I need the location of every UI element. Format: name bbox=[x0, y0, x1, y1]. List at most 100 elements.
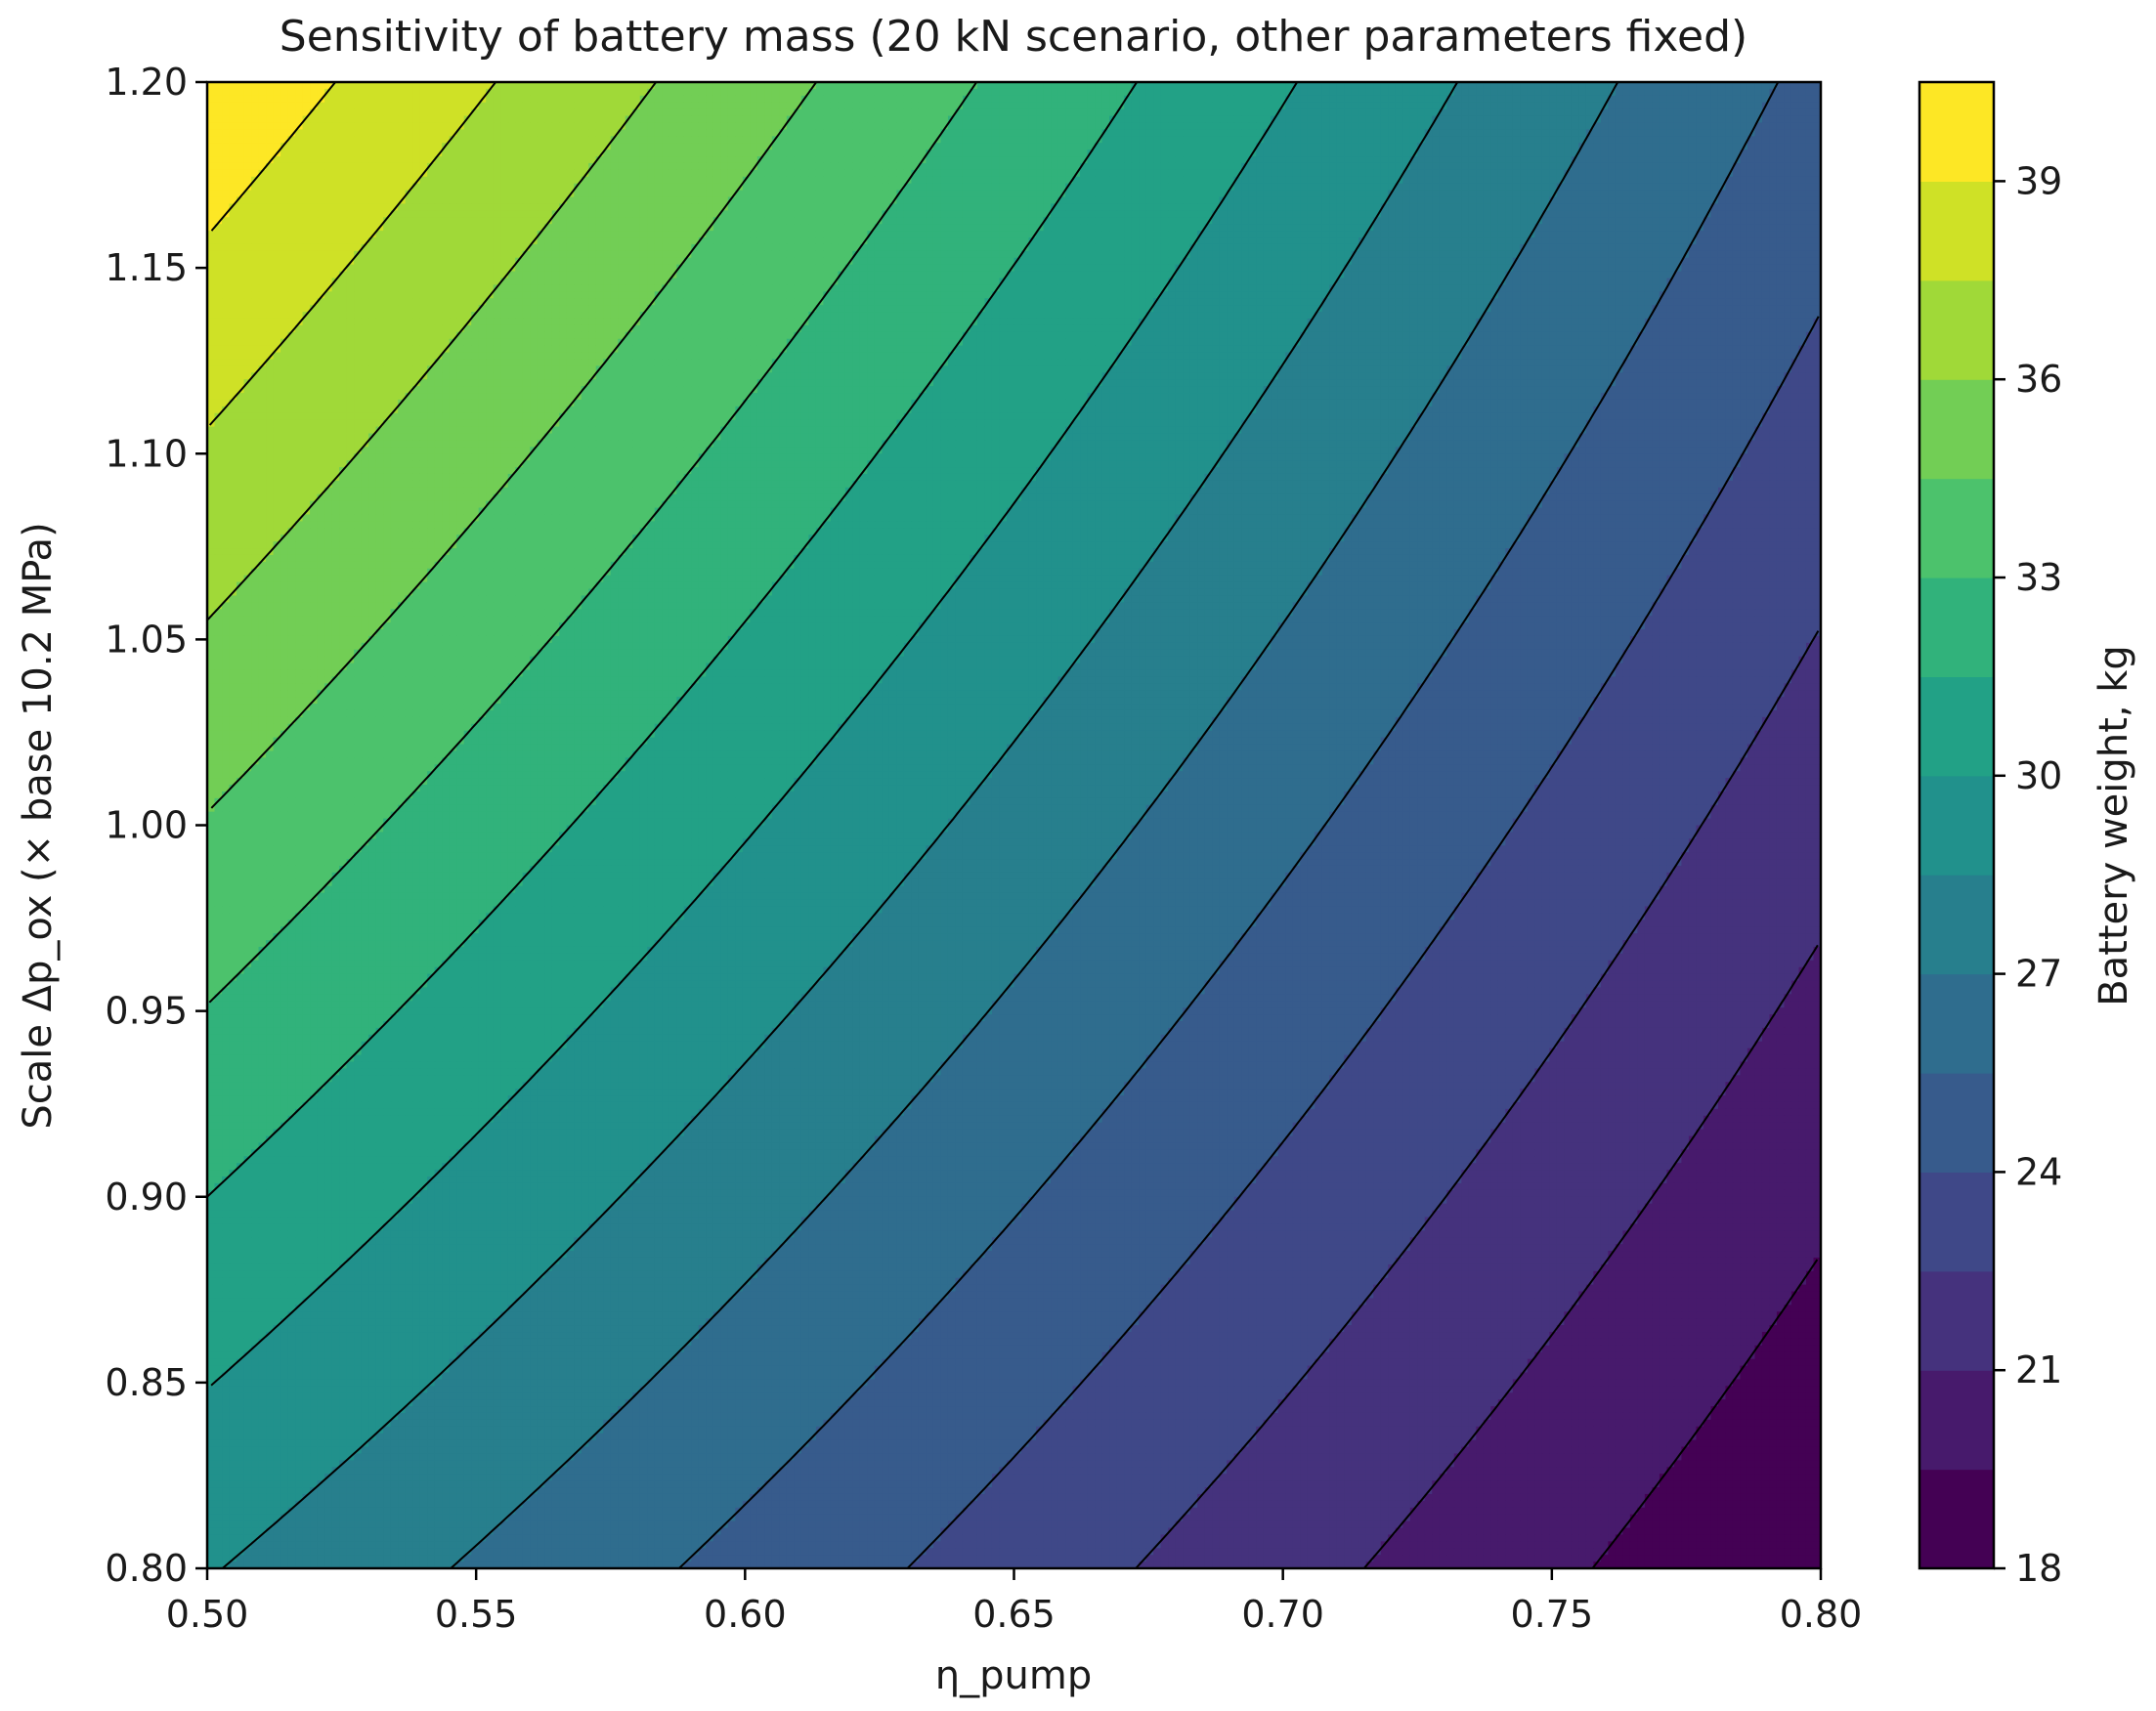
contour-fill-cell bbox=[442, 109, 450, 117]
contour-fill-cell bbox=[215, 96, 223, 104]
contour-fill-cell bbox=[1176, 116, 1184, 124]
contour-fill-cell bbox=[1622, 143, 1630, 150]
contour-fill-cell bbox=[1784, 116, 1791, 124]
contour-fill-cell bbox=[1747, 143, 1755, 150]
contour-fill-cell bbox=[230, 96, 237, 104]
contour-fill-cell bbox=[1344, 143, 1352, 150]
contour-fill-cell bbox=[940, 103, 948, 110]
contour-fill-cell bbox=[699, 96, 707, 104]
contour-fill-cell bbox=[1505, 122, 1513, 130]
contour-fill-cell bbox=[450, 122, 457, 130]
contour-fill-cell bbox=[362, 96, 369, 104]
contour-fill-cell bbox=[215, 150, 223, 157]
contour-fill-cell bbox=[244, 116, 252, 124]
contour-fill-cell bbox=[215, 163, 223, 171]
contour-fill-cell bbox=[1490, 163, 1498, 171]
contour-fill-cell bbox=[1212, 143, 1220, 150]
contour-fill-cell bbox=[743, 109, 751, 117]
contour-fill-cell bbox=[655, 122, 663, 130]
contour-fill-cell bbox=[1139, 150, 1146, 157]
contour-fill-cell bbox=[215, 136, 223, 144]
contour-fill-cell bbox=[1616, 143, 1623, 150]
contour-fill-cell bbox=[1176, 96, 1184, 104]
contour-fill-cell bbox=[691, 156, 699, 164]
contour-fill-cell bbox=[1806, 129, 1814, 137]
contour-fill-cell bbox=[1572, 109, 1579, 117]
contour-fill-cell bbox=[1234, 89, 1242, 97]
contour-fill-cell bbox=[288, 163, 296, 171]
contour-fill-cell bbox=[1014, 122, 1022, 130]
contour-fill-cell bbox=[684, 150, 692, 157]
contour-fill-cell bbox=[523, 156, 531, 164]
contour-fill-cell bbox=[1710, 122, 1718, 130]
contour-fill-cell bbox=[1578, 122, 1586, 130]
contour-fill-cell bbox=[1608, 156, 1616, 164]
contour-fill-cell bbox=[808, 136, 816, 144]
contour-fill-cell bbox=[1102, 89, 1110, 97]
contour-fill-cell bbox=[310, 170, 318, 178]
contour-fill-cell bbox=[1352, 103, 1359, 110]
contour-fill-cell bbox=[1249, 109, 1257, 117]
contour-fill-cell bbox=[259, 103, 267, 110]
contour-fill-cell bbox=[1285, 129, 1293, 137]
contour-fill-cell bbox=[1725, 103, 1733, 110]
contour-fill-cell bbox=[1725, 96, 1733, 104]
contour-fill-cell bbox=[860, 116, 868, 124]
contour-fill-cell bbox=[911, 156, 919, 164]
contour-fill-cell bbox=[1344, 156, 1352, 164]
contour-fill-cell bbox=[1586, 156, 1594, 164]
contour-fill-cell bbox=[1352, 109, 1359, 117]
contour-fill-cell bbox=[1329, 163, 1337, 171]
contour-fill-cell bbox=[339, 116, 347, 124]
contour-fill-cell bbox=[787, 129, 795, 137]
contour-fill-cell bbox=[1190, 103, 1198, 110]
contour-fill-cell bbox=[977, 116, 985, 124]
contour-fill-cell bbox=[904, 96, 912, 104]
contour-fill-cell bbox=[412, 109, 420, 117]
contour-fill-cell bbox=[618, 103, 625, 110]
contour-fill-cell bbox=[655, 109, 663, 117]
contour-fill-cell bbox=[1528, 150, 1535, 157]
contour-fill-cell bbox=[691, 150, 699, 157]
contour-fill-cell bbox=[1021, 109, 1029, 117]
contour-fill-cell bbox=[1227, 156, 1234, 164]
contour-fill-cell bbox=[1264, 163, 1272, 171]
contour-fill-cell bbox=[544, 143, 552, 150]
contour-fill-cell bbox=[324, 136, 332, 144]
contour-fill-cell bbox=[684, 96, 692, 104]
contour-fill-cell bbox=[237, 116, 244, 124]
contour-fill-cell bbox=[720, 163, 728, 171]
contour-fill-cell bbox=[860, 150, 868, 157]
contour-fill-cell bbox=[1578, 89, 1586, 97]
contour-fill-cell bbox=[1197, 150, 1205, 157]
contour-fill-cell bbox=[222, 116, 230, 124]
contour-fill-cell bbox=[787, 156, 795, 164]
contour-fill-cell bbox=[611, 156, 619, 164]
contour-fill-cell bbox=[362, 109, 369, 117]
contour-fill-cell bbox=[919, 103, 927, 110]
contour-fill-cell bbox=[1733, 89, 1741, 97]
contour-fill-cell bbox=[450, 170, 457, 178]
contour-fill-cell bbox=[603, 163, 611, 171]
contour-fill-cell bbox=[1293, 116, 1301, 124]
contour-fill-cell bbox=[1373, 129, 1381, 137]
contour-fill-cell bbox=[398, 96, 406, 104]
contour-fill-cell bbox=[1608, 122, 1616, 130]
contour-fill-cell bbox=[735, 150, 743, 157]
contour-fill-cell bbox=[1660, 103, 1667, 110]
contour-fill-cell bbox=[896, 96, 904, 104]
contour-fill-cell bbox=[1572, 96, 1579, 104]
contour-fill-cell bbox=[1616, 103, 1623, 110]
contour-fill-cell bbox=[1660, 89, 1667, 97]
contour-fill-cell bbox=[808, 150, 816, 157]
contour-fill-cell bbox=[940, 150, 948, 157]
contour-fill-cell bbox=[1117, 122, 1125, 130]
contour-fill-cell bbox=[1051, 129, 1058, 137]
contour-fill-cell bbox=[779, 150, 787, 157]
contour-fill-cell bbox=[955, 116, 963, 124]
contour-fill-cell bbox=[420, 156, 428, 164]
contour-fill-cell bbox=[215, 89, 223, 97]
contour-fill-cell bbox=[706, 109, 713, 117]
contour-fill-cell bbox=[471, 89, 479, 97]
contour-fill-cell bbox=[303, 143, 311, 150]
